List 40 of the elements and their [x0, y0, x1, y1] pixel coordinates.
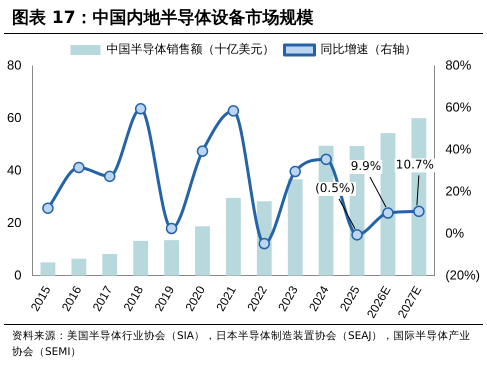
point — [73, 162, 85, 174]
data-label: 10.7% — [396, 157, 434, 172]
point — [351, 229, 363, 241]
y2-tick-label: 20% — [445, 183, 472, 198]
y2-tick-label: 80% — [445, 58, 472, 73]
point — [258, 238, 270, 250]
data-label: 9.9% — [350, 159, 382, 174]
point — [196, 145, 208, 157]
y2-tick-label: 60% — [445, 100, 472, 115]
point — [104, 170, 116, 182]
bar — [164, 240, 179, 276]
y-tick-label: 60 — [6, 110, 22, 126]
y-tick-label: 80 — [6, 58, 22, 73]
y-tick-label: 20 — [6, 214, 22, 230]
bar — [40, 262, 56, 276]
y2-tick-label: (20%) — [445, 267, 480, 282]
y-tick-label: 0 — [14, 267, 22, 282]
y2-tick-label: 0% — [445, 225, 465, 240]
bar — [133, 240, 148, 276]
point — [413, 206, 425, 218]
text: 资料来源：美国半导体行业协会（SIA），日本半导体制造装置协会（SEAJ），国际半导体产业协会（SEMI） — [4, 324, 483, 364]
data-label: (0.5%) — [315, 180, 355, 195]
y2-tick-label: 40% — [445, 141, 472, 156]
point — [320, 154, 332, 166]
y-tick-label: 40 — [6, 162, 22, 178]
point — [134, 103, 146, 115]
bar — [71, 258, 86, 276]
legend-label: 中国半导体销售额（十亿美元） — [106, 42, 274, 56]
bar — [288, 179, 303, 276]
point — [42, 202, 54, 214]
chart-title: 图表 17：中国内地半导体设备市场规模 — [4, 0, 483, 34]
bar — [195, 226, 210, 276]
point — [166, 222, 178, 234]
point — [228, 105, 240, 117]
legend-label: 同比增速（右轴） — [320, 42, 416, 56]
bar — [380, 133, 396, 276]
point — [289, 166, 301, 178]
bar — [102, 254, 118, 276]
point — [382, 207, 394, 219]
bar — [226, 198, 241, 276]
